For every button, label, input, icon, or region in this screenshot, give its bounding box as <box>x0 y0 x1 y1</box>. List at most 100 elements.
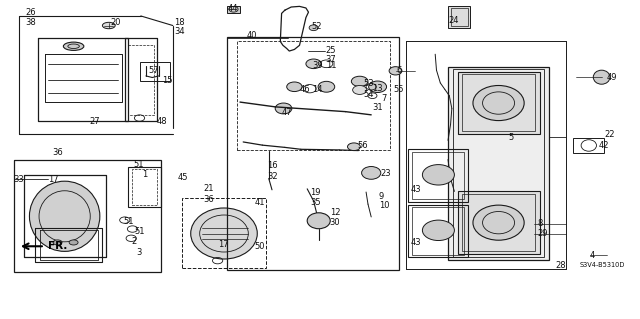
Text: 56: 56 <box>357 141 368 150</box>
Text: 17: 17 <box>48 175 59 184</box>
Text: 32: 32 <box>268 172 278 181</box>
Text: 43: 43 <box>411 238 422 247</box>
Bar <box>412 207 464 255</box>
Text: 48: 48 <box>157 117 168 126</box>
Text: 7: 7 <box>381 94 386 103</box>
Bar <box>453 69 544 257</box>
Text: 31: 31 <box>372 103 383 112</box>
Text: 28: 28 <box>556 261 566 270</box>
Bar <box>128 167 161 207</box>
Ellipse shape <box>307 213 330 229</box>
Ellipse shape <box>422 165 454 185</box>
Ellipse shape <box>53 240 62 245</box>
Ellipse shape <box>473 85 524 121</box>
Text: 6: 6 <box>397 66 402 75</box>
Ellipse shape <box>422 220 454 241</box>
Bar <box>412 152 464 199</box>
Text: 36: 36 <box>52 148 63 157</box>
Bar <box>227 37 399 270</box>
Text: 23: 23 <box>381 169 392 178</box>
Bar <box>458 72 540 134</box>
Ellipse shape <box>287 82 302 92</box>
Text: 30: 30 <box>330 218 340 227</box>
Text: 40: 40 <box>247 31 257 40</box>
Bar <box>451 8 468 26</box>
Ellipse shape <box>369 81 387 93</box>
Text: 42: 42 <box>598 141 609 150</box>
Text: 51: 51 <box>124 217 134 226</box>
Text: S3V4-B5310D: S3V4-B5310D <box>579 263 625 268</box>
Text: 44: 44 <box>227 4 237 13</box>
Text: 46: 46 <box>300 85 310 94</box>
Bar <box>462 74 535 131</box>
Bar <box>458 191 540 254</box>
Text: 51: 51 <box>133 160 143 169</box>
Text: 29: 29 <box>538 229 548 238</box>
Text: 16: 16 <box>268 161 278 170</box>
Bar <box>182 198 266 268</box>
Ellipse shape <box>63 42 84 50</box>
Text: 2: 2 <box>131 237 136 246</box>
Text: 17: 17 <box>218 240 228 249</box>
Bar <box>408 205 468 257</box>
Text: 22: 22 <box>605 130 615 139</box>
Text: 1: 1 <box>142 170 147 179</box>
Text: 15: 15 <box>163 76 173 85</box>
Text: 8: 8 <box>538 219 543 228</box>
Ellipse shape <box>348 143 360 151</box>
Bar <box>14 160 161 272</box>
Ellipse shape <box>473 205 524 240</box>
Text: 38: 38 <box>26 18 36 27</box>
Text: 49: 49 <box>607 73 617 82</box>
Text: 24: 24 <box>448 16 458 25</box>
Text: 52: 52 <box>311 22 321 31</box>
Ellipse shape <box>275 103 292 114</box>
Text: 21: 21 <box>204 184 214 193</box>
Ellipse shape <box>353 85 367 94</box>
Text: 20: 20 <box>111 18 121 27</box>
Text: 4: 4 <box>590 251 595 260</box>
Text: 35: 35 <box>310 198 321 207</box>
Bar <box>448 67 549 260</box>
Ellipse shape <box>389 67 402 75</box>
Text: 5: 5 <box>509 133 514 142</box>
Bar <box>237 41 390 150</box>
Text: 9: 9 <box>379 192 384 201</box>
Bar <box>408 149 468 202</box>
Text: 37: 37 <box>325 56 336 64</box>
Bar <box>227 6 240 13</box>
Text: 36: 36 <box>204 195 214 204</box>
Text: 18: 18 <box>174 18 185 27</box>
Text: 25: 25 <box>325 46 335 55</box>
Ellipse shape <box>593 70 610 84</box>
Text: 33: 33 <box>13 175 24 184</box>
Text: 41: 41 <box>255 198 265 207</box>
Text: 19: 19 <box>310 188 321 197</box>
Text: 10: 10 <box>379 201 389 210</box>
Bar <box>448 6 470 28</box>
Text: 57: 57 <box>148 66 159 75</box>
Ellipse shape <box>318 81 335 92</box>
Bar <box>132 169 157 205</box>
Ellipse shape <box>69 240 78 245</box>
Text: 3: 3 <box>136 248 141 256</box>
Ellipse shape <box>309 25 318 31</box>
Text: 13: 13 <box>372 84 383 93</box>
Text: 54: 54 <box>364 90 374 99</box>
Text: 53: 53 <box>364 79 374 88</box>
Bar <box>140 62 170 81</box>
Text: 26: 26 <box>26 8 36 17</box>
Ellipse shape <box>351 76 368 86</box>
Text: 55: 55 <box>394 85 404 94</box>
Text: 47: 47 <box>282 108 292 117</box>
Text: 39: 39 <box>312 61 323 70</box>
Bar <box>573 138 604 153</box>
Text: 34: 34 <box>174 27 185 36</box>
Text: 12: 12 <box>330 208 340 217</box>
Text: 27: 27 <box>90 117 100 126</box>
Bar <box>462 194 535 251</box>
Ellipse shape <box>362 167 381 179</box>
Text: FR.: FR. <box>48 241 67 251</box>
Ellipse shape <box>29 181 100 251</box>
Text: 50: 50 <box>255 242 265 251</box>
